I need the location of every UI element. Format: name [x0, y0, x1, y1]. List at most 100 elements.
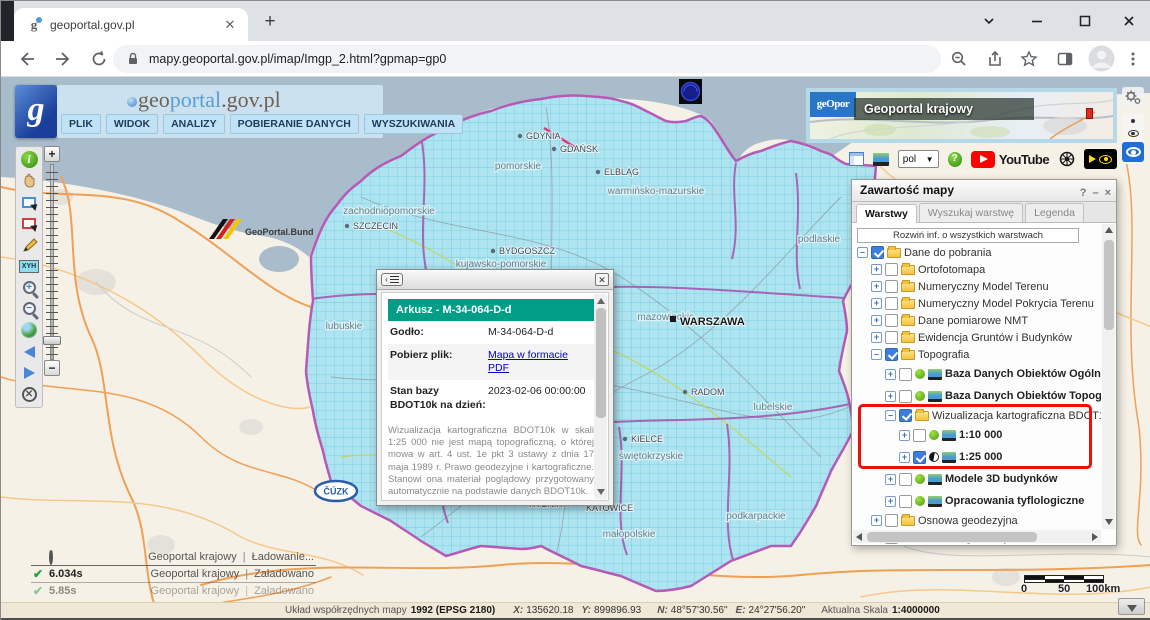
expand-icon[interactable]	[885, 390, 896, 402]
expand-icon[interactable]	[885, 495, 896, 507]
tab-legenda[interactable]: Legenda	[1025, 203, 1084, 222]
eye-small-icon[interactable]	[1131, 119, 1135, 123]
layer-checkbox[interactable]	[885, 331, 898, 344]
panel-titlebar[interactable]: Zawartość mapy ? – ×	[852, 180, 1116, 202]
expand-icon[interactable]	[885, 368, 896, 380]
panel-vertical-scrollbar[interactable]	[1102, 224, 1115, 529]
panel-close-icon[interactable]: ×	[1104, 187, 1111, 199]
expand-icon[interactable]	[871, 515, 882, 526]
tree-item-scale-10000[interactable]: 1:10 000	[899, 424, 1101, 446]
scroll-up-icon[interactable]	[597, 298, 605, 304]
scroll-thumb[interactable]	[867, 531, 1037, 542]
new-tab-button[interactable]: +	[264, 11, 276, 32]
url-bar[interactable]: mapy.geoportal.gov.pl/imap/Imgp_2.html?g…	[113, 45, 941, 73]
layer-checkbox[interactable]	[899, 409, 912, 422]
language-select[interactable]: pol ▼	[897, 150, 939, 168]
layer-checkbox[interactable]	[899, 494, 912, 508]
tree-item-nmpt[interactable]: Numeryczny Model Pokrycia Terenu	[871, 295, 1101, 312]
menu-widok[interactable]: WIDOK	[105, 114, 159, 134]
panel-horizontal-scrollbar[interactable]	[853, 530, 1101, 543]
menu-plik[interactable]: PLIK	[61, 114, 101, 134]
tree-item-ortofotomapa[interactable]: Ortofotomapa	[871, 261, 1101, 278]
eye-medium-icon[interactable]	[1127, 130, 1139, 137]
popup-scrollbar[interactable]	[594, 294, 607, 499]
zoom-out-page-icon[interactable]	[945, 45, 973, 73]
youtube-link[interactable]: YouTube	[970, 150, 1050, 168]
scroll-thumb[interactable]	[595, 308, 606, 418]
scroll-up-icon[interactable]	[1104, 227, 1113, 233]
expand-icon[interactable]	[871, 298, 882, 309]
layer-checkbox[interactable]	[899, 472, 912, 486]
window-maximize-button[interactable]	[1063, 1, 1107, 41]
tree-item-dane-pomiarowe[interactable]: Dane pomiarowe NMT	[871, 312, 1101, 329]
tree-item-modele-3d[interactable]: Modele 3D budynków	[885, 468, 1101, 490]
refresh-icon[interactable]	[85, 45, 113, 73]
tree-item-egib[interactable]: Ewidencja Gruntów i Budynków	[871, 329, 1101, 346]
scroll-left-icon[interactable]	[856, 532, 862, 541]
clear-selection-button[interactable]: ✕	[17, 384, 41, 405]
eye-large-active-button[interactable]	[1122, 142, 1144, 162]
results-list-icon[interactable]: ‹	[381, 273, 403, 286]
pan-hand-button[interactable]	[17, 170, 41, 191]
collapse-icon[interactable]	[871, 349, 882, 360]
expand-icon[interactable]	[871, 332, 882, 343]
expand-icon[interactable]	[871, 281, 882, 292]
layer-checkbox[interactable]	[885, 297, 898, 310]
overview-minimap[interactable]: geOpor Geoportal krajowy	[806, 88, 1117, 143]
full-extent-globe-button[interactable]	[17, 320, 41, 341]
layer-checkbox[interactable]	[913, 450, 926, 464]
xyh-coordinates-button[interactable]: XYH	[17, 256, 41, 277]
expand-all-layers-button[interactable]: Rozwiń inf. o wszystkich warstwach	[857, 228, 1079, 243]
popup-titlebar[interactable]: ‹ ✕	[377, 270, 613, 290]
zoom-in-button[interactable]: +	[17, 277, 41, 298]
menu-pobieranie-danych[interactable]: POBIERANIE DANYCH	[229, 114, 359, 134]
back-icon[interactable]	[13, 45, 41, 73]
layer-checkbox[interactable]	[885, 280, 898, 293]
scroll-down-icon[interactable]	[597, 489, 605, 495]
slider-zoom-in-button[interactable]: +	[44, 146, 60, 162]
layer-checkbox[interactable]	[913, 428, 926, 442]
collapse-icon[interactable]	[857, 247, 868, 258]
tree-item-bdot[interactable]: Baza Danych Obiektów Topograficzn	[885, 385, 1101, 407]
share-icon[interactable]	[981, 45, 1009, 73]
menu-analizy[interactable]: ANALIZY	[163, 114, 225, 134]
select-rectangle-button[interactable]	[17, 192, 41, 213]
layer-checkbox[interactable]	[871, 246, 884, 259]
popup-close-icon[interactable]: ✕	[595, 273, 609, 286]
menu-wyszukiwania[interactable]: WYSZUKIWANIA	[363, 114, 464, 134]
tree-item-topografia[interactable]: Topografia	[871, 346, 1101, 363]
layer-checkbox[interactable]	[885, 263, 898, 276]
tree-item-dane-do-pobrania[interactable]: Dane do pobrania	[857, 244, 1101, 261]
zoom-out-button[interactable]: −	[17, 298, 41, 319]
tab-wyszukaj-warstwe[interactable]: Wyszukaj warstwę	[918, 203, 1024, 222]
draw-pencil-button[interactable]	[17, 234, 41, 255]
collapse-panel-button[interactable]	[1118, 598, 1145, 615]
layer-checkbox[interactable]	[899, 367, 912, 381]
expand-icon[interactable]	[899, 429, 910, 441]
browser-menu-icon[interactable]	[1119, 45, 1147, 73]
tree-item-scale-25000[interactable]: 1:25 000	[899, 446, 1101, 468]
tree-item-wizualizacja-bdot10k[interactable]: Wizualizacja kartograficzna BDOT10k	[885, 407, 1101, 424]
expand-icon[interactable]	[871, 264, 882, 275]
scroll-right-icon[interactable]	[1092, 532, 1098, 541]
layer-checkbox[interactable]	[885, 514, 898, 527]
select-rectangle-red-button[interactable]	[17, 213, 41, 234]
layer-checkbox[interactable]	[899, 389, 912, 403]
window-minimize-button[interactable]	[1015, 1, 1059, 41]
previous-view-button[interactable]	[17, 341, 41, 362]
browser-tab[interactable]: g geoportal.gov.pl ✕	[14, 8, 248, 41]
panel-minimize-icon[interactable]: –	[1092, 187, 1099, 199]
settings-gears-button[interactable]	[1122, 87, 1144, 107]
slider-zoom-out-button[interactable]: −	[44, 360, 60, 376]
bdot-layer-icon[interactable]	[873, 152, 889, 166]
window-chevron-icon[interactable]	[967, 1, 1011, 41]
layer-checkbox[interactable]	[885, 348, 898, 361]
collapse-icon[interactable]	[885, 410, 896, 421]
panel-help-icon[interactable]: ?	[1079, 187, 1087, 199]
slider-handle[interactable]	[43, 336, 61, 345]
geoportal-logo[interactable]: g	[15, 85, 57, 138]
tab-warstwy[interactable]: Warstwy	[856, 204, 917, 223]
profile-avatar[interactable]	[1087, 44, 1116, 73]
wheel-icon[interactable]	[1058, 150, 1075, 168]
tab-close-icon[interactable]: ✕	[224, 16, 236, 32]
